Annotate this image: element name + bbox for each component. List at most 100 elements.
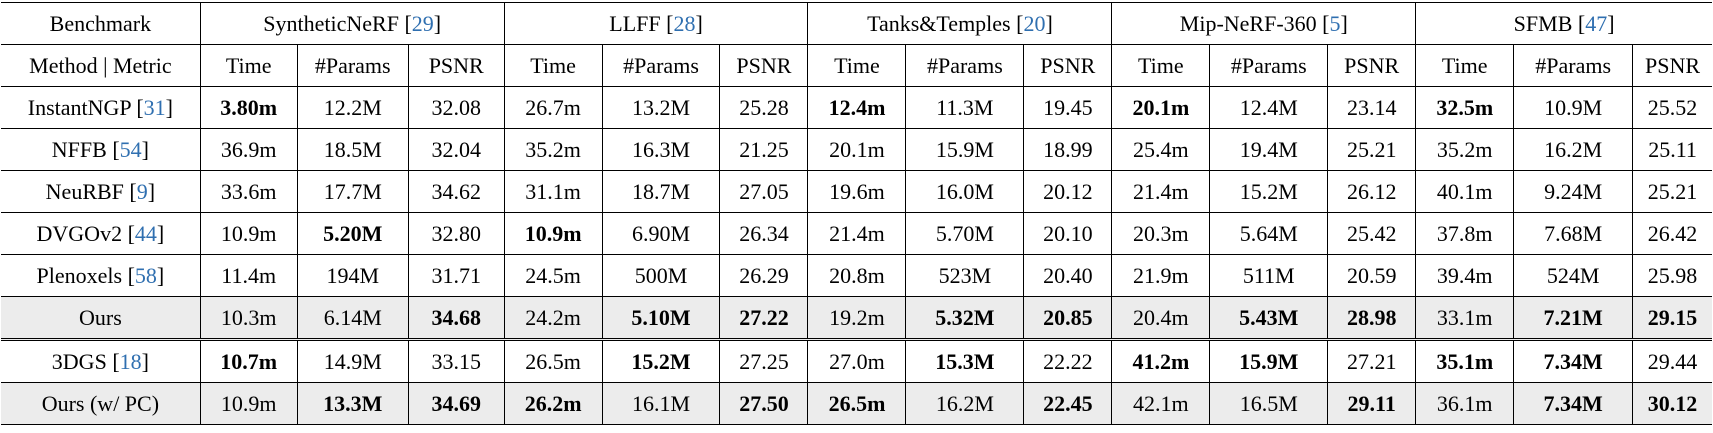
table-cell: 25.28 [719, 86, 809, 129]
table-cell: 5.20M [297, 212, 409, 255]
cell-value: 25.52 [1647, 94, 1698, 120]
method-label: NFFB [51, 136, 107, 162]
table-cell: 21.25 [719, 128, 809, 171]
method-name: 3DGS [18] [1, 338, 201, 383]
cell-value: 500M [634, 262, 688, 288]
cell-value: 29.15 [1647, 304, 1698, 330]
table-cell: 10.3m [200, 296, 298, 340]
cell-value: 194M [326, 262, 380, 288]
table-cell: 12.4m [807, 86, 907, 129]
table-cell: 25.98 [1632, 254, 1712, 297]
cell-value: 26.12 [1346, 178, 1397, 204]
method-label: Ours (w/ PC) [41, 390, 160, 416]
table-cell: 41.2m [1111, 338, 1211, 383]
cell-value: 39.4m [1436, 262, 1493, 288]
cell-value: 10.9m [524, 220, 582, 246]
table-cell: 29.44 [1632, 338, 1712, 383]
table-cell: 11.4m [200, 254, 298, 297]
cell-value: 15.9M [935, 136, 994, 162]
cell-value: 34.69 [431, 390, 481, 416]
table-cell: 25.21 [1327, 128, 1417, 171]
cell-value: 20.59 [1346, 262, 1397, 288]
method-name: Ours [1, 296, 201, 340]
table-cell: 13.3M [297, 382, 409, 425]
metric-header: PSNR [408, 44, 505, 87]
table-cell: 5.43M [1209, 296, 1329, 340]
cell-value: 10.9m [220, 390, 277, 416]
cell-value: 25.21 [1647, 178, 1698, 204]
table-cell: 16.0M [905, 170, 1025, 213]
table-body: Benchmark SyntheticNeRF [29] LLFF [28] T… [1, 2, 1712, 425]
results-table: Benchmark SyntheticNeRF [29] LLFF [28] T… [1, 2, 1712, 425]
table-cell: 500M [602, 254, 721, 297]
table-cell: 32.04 [408, 128, 505, 171]
table-cell: 10.7m [200, 338, 298, 383]
table-cell: 36.9m [200, 128, 298, 171]
table-cell: 10.9m [504, 212, 603, 255]
cell-value: 13.3M [323, 390, 383, 416]
table-cell: 6.14M [297, 296, 409, 340]
cell-value: 18.7M [631, 178, 691, 204]
method-name: Ours (w/ PC) [1, 382, 201, 425]
cell-value: 21.25 [739, 136, 789, 162]
table-cell: 7.34M [1513, 338, 1634, 383]
cell-value: 19.45 [1043, 94, 1093, 120]
table-row: 3DGS [18] 10.7m 14.9M 33.15 26.5m 15.2M 27.25 2… [1, 338, 1712, 383]
table-cell: 20.1m [1111, 86, 1211, 129]
table-cell: 26.2m [504, 382, 603, 425]
cell-value: 11.3M [936, 94, 994, 120]
table-cell: 27.0m [807, 338, 907, 383]
citation-ref: 18 [119, 348, 142, 374]
cell-value: 18.5M [323, 136, 382, 162]
table-cell: 9.24M [1513, 170, 1634, 213]
cell-value: 5.10M [631, 304, 691, 330]
metric-header: PSNR [1023, 44, 1113, 87]
cell-value: 20.8m [829, 262, 885, 288]
table-cell: 32.5m [1415, 86, 1515, 129]
table-cell: 35.1m [1415, 338, 1515, 383]
cell-value: 24.5m [525, 262, 581, 288]
cell-value: 19.6m [829, 178, 885, 204]
table-cell: 15.9M [905, 128, 1025, 171]
cell-value: 25.11 [1648, 136, 1697, 162]
cell-value: 16.5M [1239, 390, 1298, 416]
table-cell: 25.52 [1632, 86, 1712, 129]
method-name: NeuRBF [9] [1, 170, 201, 213]
cell-value: 19.2m [829, 304, 885, 330]
cell-value: 31.71 [431, 262, 481, 288]
cell-value: 26.29 [739, 262, 789, 288]
table-cell: 34.62 [408, 170, 505, 213]
table-cell: 15.2M [602, 338, 721, 383]
table-cell: 5.70M [905, 212, 1025, 255]
cell-value: 35.2m [1436, 136, 1493, 162]
table-cell: 33.1m [1415, 296, 1515, 340]
dataset-header: LLFF [28] [504, 2, 809, 45]
cell-value: 16.3M [631, 136, 691, 162]
method-name: DVGOv2 [44] [1, 212, 201, 255]
cell-value: 5.43M [1239, 304, 1299, 330]
cell-value: 28.98 [1346, 304, 1397, 330]
method-name: Plenoxels [58] [1, 254, 201, 297]
cell-value: 27.21 [1346, 348, 1397, 374]
cell-value: 25.98 [1647, 262, 1698, 288]
cell-value: 29.11 [1347, 390, 1396, 416]
cell-value: 40.1m [1436, 178, 1493, 204]
cell-value: 26.2m [524, 390, 582, 416]
metric-header: #Params [1209, 44, 1329, 87]
metric-header: #Params [1513, 44, 1634, 87]
cell-value: 20.1m [829, 136, 885, 162]
table-cell: 26.42 [1632, 212, 1712, 255]
cell-value: 16.2M [935, 390, 994, 416]
cell-value: 36.9m [220, 136, 277, 162]
table-cell: 20.1m [807, 128, 907, 171]
table-cell: 27.21 [1327, 338, 1417, 383]
citation-ref: 9 [136, 178, 148, 204]
metric-header: Time [1415, 44, 1515, 87]
table-cell: 32.80 [408, 212, 505, 255]
table-cell: 27.05 [719, 170, 809, 213]
cell-value: 15.2M [631, 348, 691, 374]
table-cell: 27.50 [719, 382, 809, 425]
metric-header: #Params [297, 44, 409, 87]
cell-value: 27.22 [739, 304, 789, 330]
cell-value: 33.15 [431, 348, 481, 374]
